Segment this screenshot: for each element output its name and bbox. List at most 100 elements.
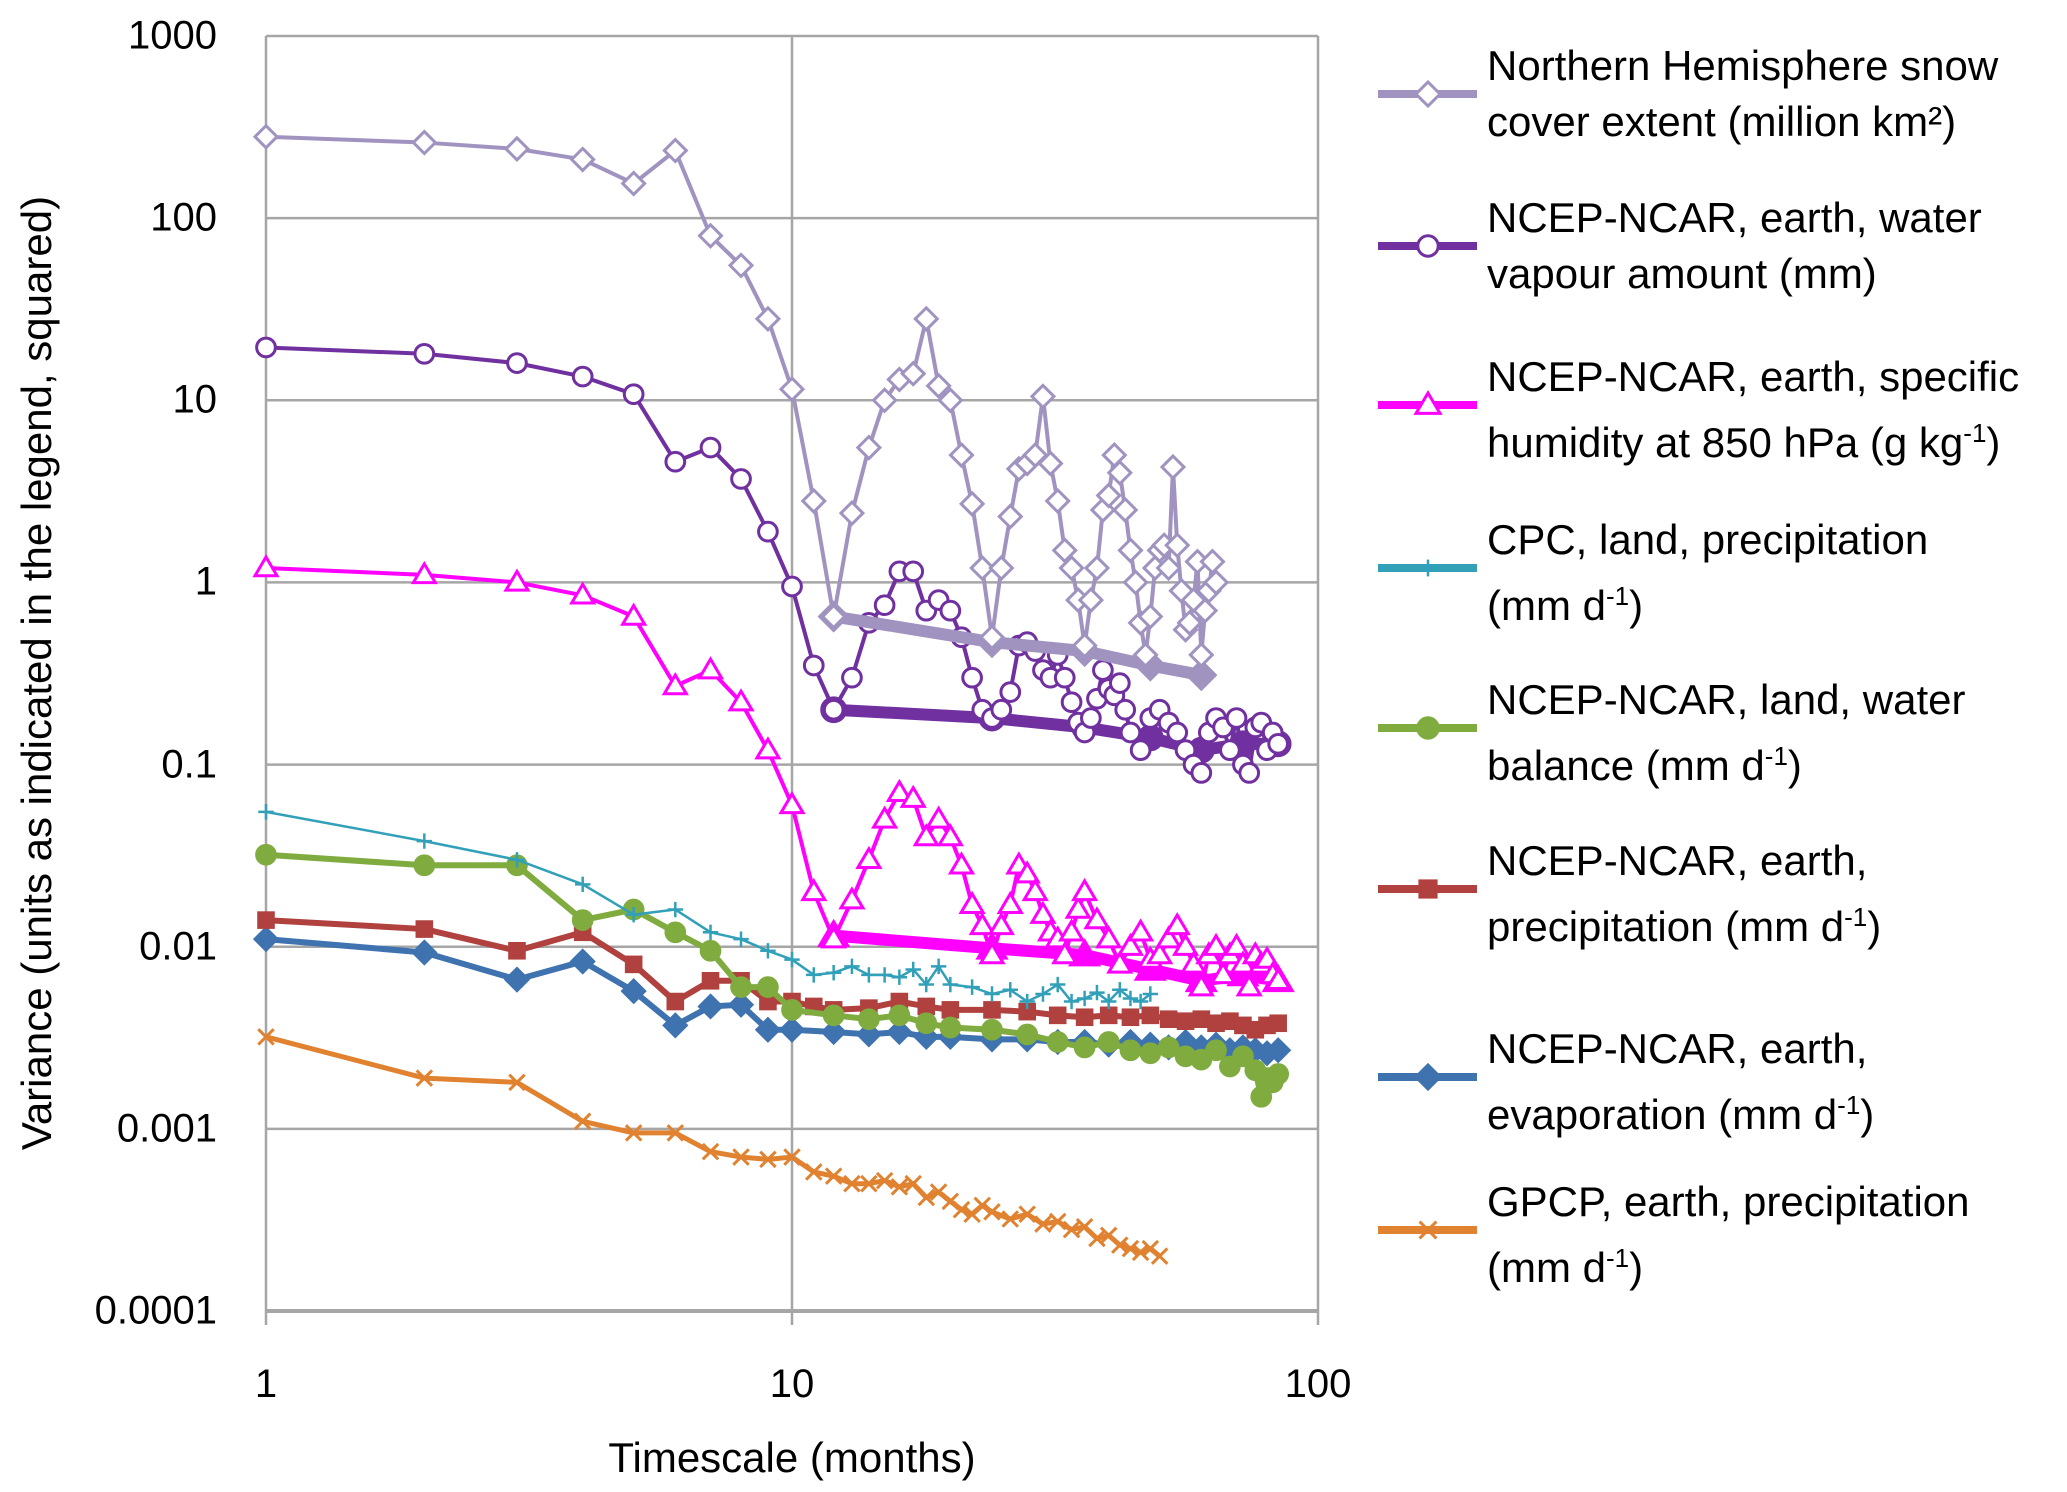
data-point [871, 387, 898, 414]
legend-key-6 [1378, 1062, 1477, 1092]
data-point [1095, 925, 1123, 949]
legend-entry: NCEP-NCAR, earth, evaporation (mm d-1) [1487, 1021, 1874, 1143]
data-point [1119, 721, 1142, 744]
data-point [941, 1192, 960, 1211]
data-point [988, 554, 1015, 582]
legend-line-text: precipitation (mm d-1) [1487, 889, 1881, 955]
data-point [1106, 459, 1133, 486]
data-point [252, 554, 280, 578]
data-point [666, 992, 685, 1011]
legend-text: precipitation (mm d [1487, 903, 1845, 950]
data-point [822, 698, 845, 721]
data-point [978, 624, 1006, 651]
legend-superscript: -1 [1764, 741, 1788, 771]
data-point [855, 845, 883, 870]
data-point [904, 1174, 922, 1193]
data-point [1235, 973, 1263, 997]
data-point [702, 924, 719, 940]
data-point [1159, 453, 1187, 481]
data-point [844, 958, 860, 975]
legend-text: NCEP-NCAR, earth, water [1487, 194, 1982, 241]
data-point [1419, 559, 1437, 577]
data-point [871, 805, 899, 829]
data-point [1269, 1014, 1287, 1033]
data-point [508, 941, 526, 960]
data-point [661, 672, 689, 696]
data-point [1413, 79, 1443, 109]
data-point [1108, 672, 1131, 694]
data-point [1199, 548, 1226, 575]
y-tick-label: 0.001 [116, 1106, 217, 1151]
legend-line-text: (mm d-1) [1487, 568, 1928, 634]
data-point [900, 360, 927, 387]
legend-text: NCEP-NCAR, land, water [1487, 676, 1966, 723]
series-line [265, 810, 1152, 1003]
y-tick-label: 10 [172, 377, 218, 422]
data-point [699, 939, 722, 962]
data-point [503, 966, 531, 993]
legend-key-0 [1378, 79, 1477, 109]
data-point [1150, 1247, 1169, 1265]
x-tick-label: 100 [1284, 1362, 1352, 1406]
data-point [1418, 1220, 1438, 1240]
data-point [730, 468, 752, 490]
data-point [939, 599, 962, 622]
data-point [759, 992, 777, 1011]
y-tick-label: 0.01 [139, 924, 217, 969]
legend-text: NCEP-NCAR, earth, [1487, 837, 1868, 884]
legend-key-7 [1378, 1220, 1477, 1240]
data-point [1267, 732, 1290, 755]
legend-line-text: cover extent (million km²) [1487, 94, 1998, 150]
data-point [983, 1203, 1001, 1221]
data-point [1166, 721, 1189, 744]
legend-key-1 [1378, 234, 1477, 258]
data-point [855, 434, 882, 461]
data-point [1202, 932, 1230, 956]
data-point [784, 951, 800, 968]
data-point [1191, 597, 1219, 624]
y-tick-label: 0.0001 [94, 1288, 217, 1333]
data-point [1111, 1236, 1129, 1254]
data-point [1187, 973, 1215, 997]
data-point [732, 1148, 750, 1166]
data-point [820, 925, 848, 949]
data-point [838, 500, 866, 527]
data-point [1142, 986, 1159, 1002]
data-point [781, 575, 803, 598]
y-tick-label: 1000 [128, 13, 217, 58]
data-point [1019, 993, 1035, 1010]
legend-superscript: -1 [1963, 418, 1987, 448]
data-point [997, 503, 1024, 530]
data-point [255, 336, 277, 359]
data-point [1018, 1205, 1036, 1223]
x-tick-label: 10 [769, 1362, 815, 1406]
legend-text: (mm d [1487, 1244, 1606, 1291]
data-point [1119, 1039, 1142, 1062]
data-point [1106, 950, 1134, 974]
data-point [890, 1178, 909, 1196]
data-point [778, 376, 806, 403]
data-point [873, 594, 896, 617]
data-point [1139, 1042, 1162, 1065]
y-tick-label: 100 [150, 195, 217, 240]
legend-text: humidity at 850 hPa (g kg [1487, 419, 1964, 466]
data-point [257, 911, 275, 929]
data-point [1077, 586, 1104, 614]
data-point [1418, 879, 1438, 899]
legend-line-text: NCEP-NCAR, earth, specific [1487, 349, 2019, 405]
data-point [625, 906, 642, 923]
legend-line-text: GPCP, earth, precipitation [1487, 1174, 1970, 1230]
data-point [781, 999, 803, 1021]
data-point [760, 943, 776, 959]
data-point [1112, 496, 1139, 524]
data-point [569, 581, 597, 605]
data-point [1021, 877, 1049, 902]
data-point [411, 939, 438, 966]
legend-text-tail: ) [1629, 582, 1644, 629]
legend-line-text: Northern Hemisphere snow [1487, 38, 1998, 94]
data-point [1202, 569, 1230, 596]
data-point [754, 305, 782, 332]
data-point [990, 698, 1013, 721]
data-point [899, 784, 927, 808]
data-point [503, 135, 531, 163]
